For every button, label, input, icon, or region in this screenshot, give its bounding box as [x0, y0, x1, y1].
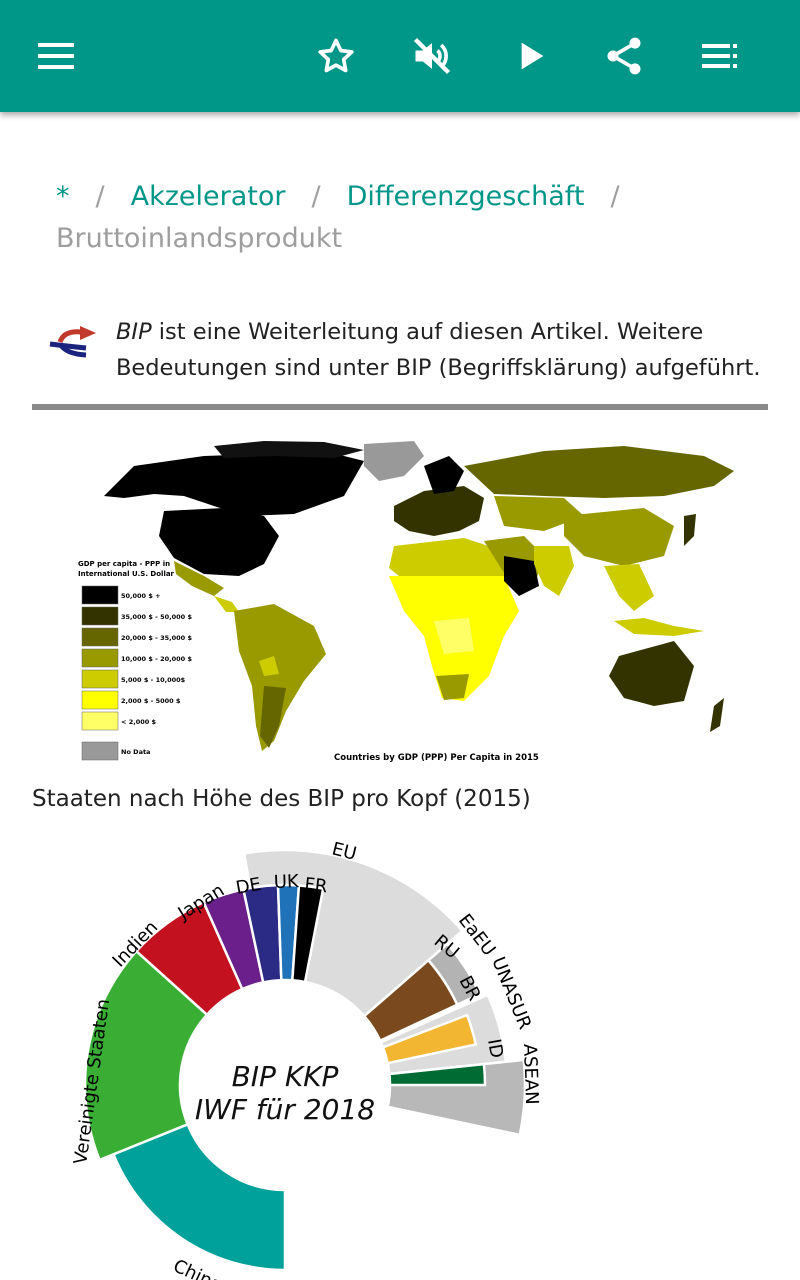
legend-swatch [81, 585, 119, 605]
breadcrumb-current: Bruttoinlandsprodukt [56, 223, 343, 254]
map-legend-title-1: GDP per capita - PPP in [78, 560, 170, 568]
redirect-term[interactable]: BIP [116, 319, 152, 345]
map-canada-arctic [214, 441, 364, 458]
map-europe [394, 486, 484, 536]
map-japan [684, 514, 696, 546]
legend-swatch [81, 627, 119, 647]
donut-center-line2: IWF für 2018 [195, 1093, 375, 1126]
donut-segments [83, 848, 527, 1272]
map-southeast-asia [604, 564, 654, 611]
donut-seg-usa [83, 949, 209, 1162]
label-asean: ASEAN [519, 1043, 542, 1105]
star-icon[interactable] [306, 26, 366, 86]
map-legend: 50,000 $ + 35,000 $ - 50,000 $ 20,000 $ - … [81, 585, 192, 761]
legend-label: < 2,000 $ [121, 718, 157, 726]
map-footer: Countries by GDP (PPP) Per Capita in 201… [334, 753, 539, 763]
breadcrumb-item-differenzgeschaeft[interactable]: Differenzgeschäft [346, 181, 585, 212]
map-scandinavia [424, 456, 464, 494]
legend-label: 35,000 $ - 50,000 $ [121, 613, 192, 621]
map-caption: Staaten nach Höhe des BIP pro Kopf (2015… [32, 786, 531, 812]
map-mexico [174, 561, 224, 596]
volume-off-icon[interactable] [402, 26, 462, 86]
legend-swatch [81, 741, 119, 761]
map-australia [609, 641, 694, 706]
label-id: ID [483, 1037, 507, 1060]
donut-seg-br [381, 1013, 478, 1065]
legend-label: 2,000 $ - 5000 $ [121, 697, 181, 705]
menu-icon[interactable] [26, 26, 86, 86]
map-new-zealand [710, 698, 724, 732]
bip-donut-chart: BIP KKP IWF für 2018 China Vereinigte St… [70, 838, 542, 1280]
legend-label: 50,000 $ + [121, 592, 161, 600]
map-indonesia [614, 618, 704, 636]
breadcrumb-separator: / [95, 181, 105, 212]
donut-center-line1: BIP KKP [232, 1060, 339, 1093]
map-central-asia [494, 496, 584, 531]
share-icon[interactable] [594, 26, 654, 86]
map-usa [159, 508, 279, 576]
map-arabia [504, 556, 539, 596]
map-india [534, 546, 574, 596]
redirect-text: ist eine Weiterleitung auf diesen Artike… [116, 319, 761, 381]
label-fr: FR [303, 874, 328, 897]
map-north-africa [389, 538, 509, 584]
breadcrumb: * / Akzelerator / Differenzgeschäft / Bruttoi… [56, 176, 756, 260]
map-legend-title-2: International U.S. Dollar [78, 570, 175, 578]
legend-swatch [81, 711, 119, 731]
map-central-africa [434, 618, 474, 654]
breadcrumb-separator: / [311, 181, 321, 212]
section-divider [32, 404, 768, 410]
map-greenland [364, 441, 424, 481]
map-north-america [104, 451, 364, 516]
legend-label: No Data [121, 748, 150, 756]
map-south-america [234, 604, 326, 751]
play-icon[interactable] [500, 26, 560, 86]
map-china [564, 508, 674, 566]
breadcrumb-item-akzelerator[interactable]: Akzelerator [130, 181, 286, 212]
map-bolivia [259, 656, 279, 676]
map-central-america [214, 596, 239, 612]
label-eaeu: EaEU [454, 910, 499, 960]
redirect-icon [46, 322, 100, 368]
map-argentina [260, 686, 286, 748]
donut-seg-china [111, 1122, 287, 1272]
map-russia [464, 446, 734, 498]
donut-seg-id [388, 1062, 487, 1087]
toc-icon[interactable] [690, 26, 750, 86]
label-de: DE [234, 874, 262, 899]
donut-seg-fr [290, 884, 325, 984]
breadcrumb-item-root[interactable]: * [56, 181, 70, 212]
label-china: China [170, 1255, 225, 1280]
legend-label: 5,000 $ - 10,000$ [121, 676, 186, 684]
redirect-note: BIP ist eine Weiterleitung auf diesen Ar… [116, 314, 776, 386]
donut-seg-ru [362, 958, 459, 1043]
legend-swatch [81, 669, 119, 689]
label-uk: UK [273, 871, 300, 893]
breadcrumb-separator: / [610, 181, 620, 212]
legend-label: 10,000 $ - 20,000 $ [121, 655, 192, 663]
app-toolbar [0, 0, 800, 112]
legend-swatch [81, 690, 119, 710]
map-south-africa [436, 674, 469, 700]
legend-swatch [81, 606, 119, 626]
legend-swatch [81, 648, 119, 668]
legend-label: 20,000 $ - 35,000 $ [121, 634, 192, 642]
gdp-world-map[interactable]: GDP per capita - PPP in International U.… [64, 436, 754, 766]
